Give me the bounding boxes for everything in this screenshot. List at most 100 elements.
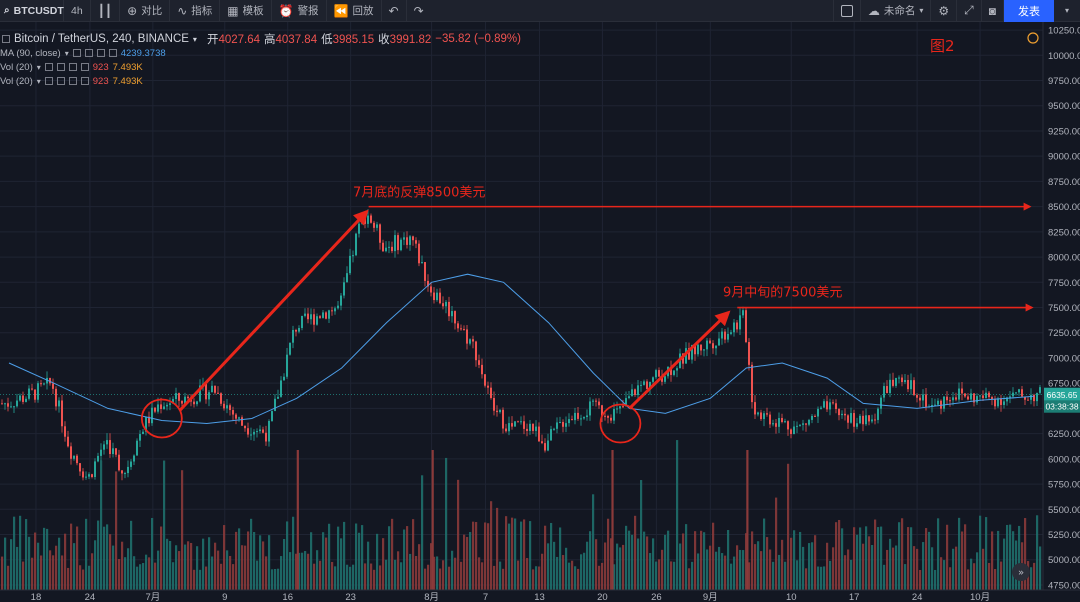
candle-body bbox=[718, 338, 720, 346]
candle-body bbox=[52, 383, 54, 389]
candle-body bbox=[43, 383, 45, 385]
candle-body bbox=[943, 396, 945, 409]
candle-body bbox=[469, 339, 471, 344]
eye-icon[interactable] bbox=[44, 63, 53, 71]
volume-bar bbox=[220, 563, 223, 590]
settings-icon[interactable] bbox=[84, 49, 93, 57]
volume-bar bbox=[682, 533, 685, 590]
volume-bar bbox=[520, 521, 523, 590]
volume-bar bbox=[718, 546, 721, 590]
volume-bar bbox=[877, 527, 880, 590]
eye-icon[interactable] bbox=[44, 77, 53, 85]
candle-body bbox=[703, 349, 705, 351]
current-price-tag bbox=[1044, 387, 1080, 401]
volume-bar bbox=[646, 536, 649, 590]
volume-bar bbox=[388, 526, 391, 590]
fullscreen-button[interactable]: ⤢ bbox=[957, 0, 982, 22]
volume-bar bbox=[556, 556, 559, 590]
volume-bar bbox=[652, 538, 655, 590]
layout-checkbox[interactable] bbox=[832, 0, 861, 22]
snapshot-button[interactable]: ◙ bbox=[982, 0, 1004, 22]
templates-button[interactable]: ▦ 模板 bbox=[220, 0, 272, 22]
candle-body bbox=[508, 423, 510, 432]
candle-body bbox=[838, 409, 840, 416]
close-icon[interactable] bbox=[68, 63, 77, 71]
volume-bar bbox=[136, 566, 139, 590]
volume-bar bbox=[592, 494, 595, 590]
candle-body bbox=[874, 419, 876, 421]
candle-body bbox=[145, 416, 147, 432]
candle-body bbox=[436, 292, 438, 301]
price-tick-label: 7250.00 bbox=[1048, 328, 1080, 339]
interval-button[interactable]: 4h bbox=[64, 0, 91, 22]
symbol-search[interactable]: ⌕ BTCUSDT bbox=[0, 0, 64, 22]
volume-bar bbox=[313, 563, 316, 590]
candle-body bbox=[307, 313, 309, 320]
close-icon[interactable] bbox=[96, 49, 105, 57]
volume-bar bbox=[130, 520, 133, 590]
volume-bar bbox=[931, 547, 934, 590]
volume-bar bbox=[583, 552, 586, 590]
redo-button[interactable]: ↷ bbox=[407, 0, 431, 22]
undo-button[interactable]: ↶ bbox=[382, 0, 407, 22]
volume-bar bbox=[535, 566, 538, 590]
settings-icon[interactable] bbox=[56, 77, 65, 85]
volume-bar bbox=[148, 557, 151, 590]
candle-body bbox=[4, 403, 6, 405]
candle-body bbox=[490, 387, 492, 399]
candle-body bbox=[700, 344, 702, 351]
more-icon[interactable] bbox=[80, 77, 89, 85]
fullscreen-icon: ⤢ bbox=[964, 3, 974, 17]
time-tick-label: 9 bbox=[222, 592, 227, 602]
candle-body bbox=[118, 454, 120, 471]
publish-menu-button[interactable]: ▾ bbox=[1054, 0, 1080, 22]
close-icon[interactable] bbox=[68, 77, 77, 85]
candle-body bbox=[241, 417, 243, 426]
volume-bar bbox=[16, 546, 19, 590]
more-icon[interactable] bbox=[108, 49, 117, 57]
legend-vol1-row[interactable]: Vol (20) ▾ 923 7.493K bbox=[0, 60, 620, 74]
layout-name-button[interactable]: ☁ 未命名 ▾ bbox=[861, 0, 932, 22]
candle-body bbox=[64, 426, 66, 437]
candle-body bbox=[787, 421, 789, 430]
symbol-title[interactable]: Bitcoin / TetherUS, 240, BINANCE bbox=[14, 33, 189, 45]
publish-button[interactable]: 发表 bbox=[1004, 0, 1054, 22]
candle-body bbox=[997, 398, 999, 407]
indicators-button[interactable]: ∿ 指标 bbox=[170, 0, 221, 22]
volume-bar bbox=[1018, 525, 1021, 590]
candle-body bbox=[238, 417, 240, 419]
eye-icon[interactable] bbox=[72, 49, 81, 57]
volume-bar bbox=[319, 560, 322, 590]
volume-bar bbox=[892, 547, 895, 590]
volume-bar bbox=[691, 561, 694, 590]
legend-vol2-row[interactable]: Vol (20) ▾ 923 7.493K bbox=[0, 74, 620, 88]
volume-bar bbox=[586, 541, 589, 590]
more-icon[interactable] bbox=[80, 63, 89, 71]
candle-body bbox=[403, 237, 405, 240]
legend-main-row: Bitcoin / TetherUS, 240, BINANCE ▾ 开4027… bbox=[0, 32, 620, 46]
volume-bar bbox=[1000, 561, 1003, 590]
close-label: 收 bbox=[378, 34, 390, 46]
candle-body bbox=[448, 301, 450, 317]
candle-body bbox=[439, 292, 441, 304]
compare-button[interactable]: ⊕ 对比 bbox=[120, 0, 171, 22]
volume-bar bbox=[553, 541, 556, 590]
candle-body bbox=[1006, 397, 1008, 402]
volume-bar bbox=[415, 556, 418, 590]
candle-body bbox=[835, 403, 837, 410]
legend-ma-row[interactable]: MA (90, close) ▾ 4239.3738 bbox=[0, 46, 620, 60]
volume-bar bbox=[748, 562, 751, 590]
candle-body bbox=[25, 398, 27, 402]
bar-style-button[interactable]: ┃┃ bbox=[91, 0, 121, 22]
replay-button[interactable]: ⏪ 回放 bbox=[327, 0, 382, 22]
volume-bar bbox=[799, 531, 802, 590]
candle-body bbox=[280, 380, 282, 397]
collapse-icon[interactable] bbox=[2, 35, 10, 43]
settings-icon[interactable] bbox=[56, 63, 65, 71]
price-tick-label: 5500.00 bbox=[1048, 505, 1080, 516]
settings-button[interactable]: ⚙ bbox=[931, 0, 958, 22]
candle-body bbox=[445, 301, 447, 307]
alert-button[interactable]: ⏰ 警报 bbox=[272, 0, 327, 22]
candle-body bbox=[235, 414, 237, 419]
